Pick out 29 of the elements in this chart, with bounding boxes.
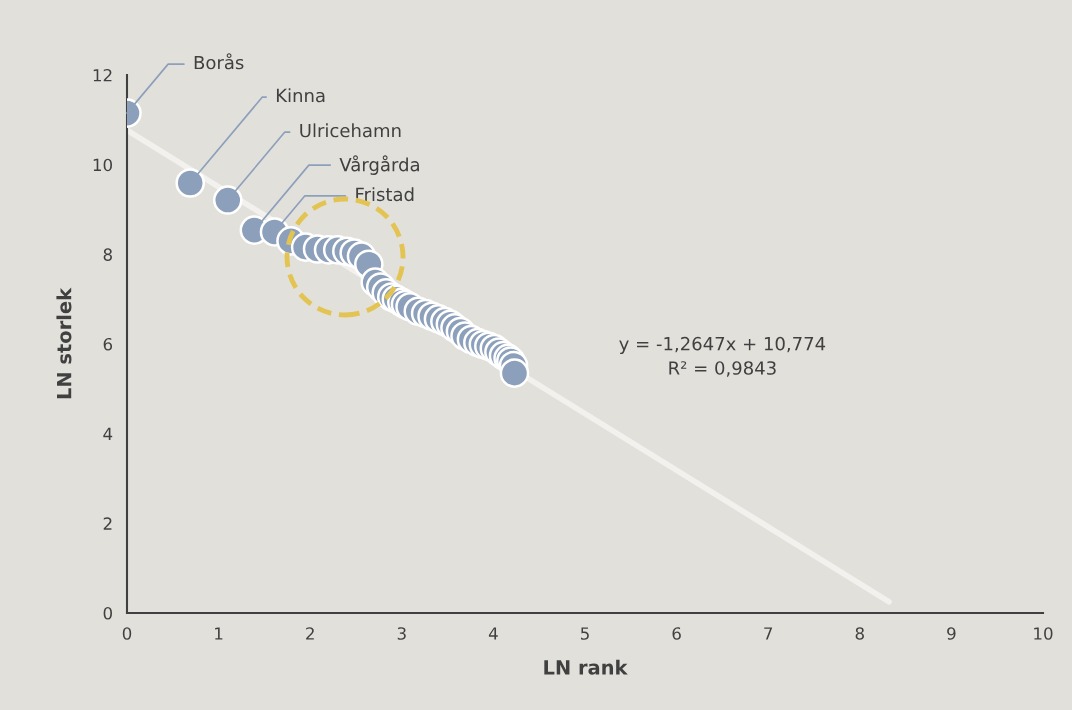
x-tick-label: 1: [215, 627, 223, 640]
point: [175, 168, 205, 198]
annotation: Kinna: [276, 88, 325, 103]
x-tick-label: 2: [306, 627, 314, 640]
y-tick-label: 4: [103, 427, 113, 440]
y-tick-label: 12: [93, 68, 112, 82]
x-tick-label: 5: [580, 627, 589, 640]
y-tick-label: 6: [103, 337, 113, 351]
x-tick-label: 9: [947, 627, 956, 640]
x-tick-label: 8: [855, 627, 864, 640]
point: [499, 358, 530, 388]
y-tick-label: 10: [93, 158, 112, 172]
y-axis-title: LN storlek: [56, 287, 72, 399]
annotation: y = -1,2647x + 10,774 R² = 0,9843: [619, 336, 826, 377]
x-tick-label: 3: [397, 627, 406, 640]
y-tick-label: 0: [103, 606, 112, 620]
annotation: Borås: [194, 53, 244, 70]
point: [212, 185, 243, 215]
annotation: Ulricehamn: [300, 123, 401, 138]
annotation: Fristad: [356, 187, 414, 202]
y-tick-label: 2: [103, 517, 112, 530]
annotation: Vårgårda: [339, 155, 419, 175]
x-axis-title: LN rank: [544, 659, 628, 675]
x-tick-label: 10: [1034, 627, 1053, 640]
x-tick-label: 0: [122, 627, 132, 640]
y-tick-label: 8: [103, 248, 112, 261]
x-tick-label: 7: [764, 627, 773, 640]
x-tick-label: 4: [488, 627, 498, 640]
x-tick-label: 6: [672, 627, 681, 640]
